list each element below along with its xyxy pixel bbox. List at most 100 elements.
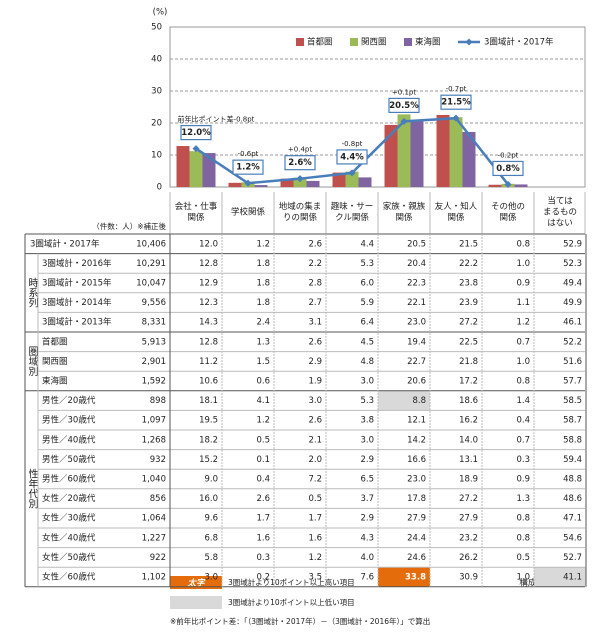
cell-value: 1.2	[516, 318, 530, 328]
group-label: 時系列	[26, 278, 38, 309]
cell-value: 16.2	[459, 416, 478, 426]
cell-value: 8.8	[412, 396, 426, 406]
group-label: 圏域別	[26, 346, 38, 377]
bar	[358, 177, 372, 187]
legend-swatch	[296, 38, 304, 46]
cell-value: 3.0	[360, 435, 374, 445]
cell-value: 23.0	[407, 475, 426, 485]
cell-value: 1.7	[308, 514, 322, 524]
cell-value: 0.4	[256, 475, 270, 485]
bar	[436, 115, 450, 187]
cell-value: 10.6	[199, 377, 218, 387]
annotation: -0.8pt	[342, 140, 363, 148]
row-label: 首都圏	[42, 336, 68, 347]
cell-value: 0.5	[308, 494, 322, 504]
cell-value: 2.6	[308, 337, 322, 347]
cell-value: 24.4	[407, 533, 426, 543]
cell-value: 1.8	[256, 279, 270, 289]
cell-value: 1.2	[256, 239, 270, 249]
low-text: 3圏域計より10ポイント以上低い項目	[228, 597, 355, 607]
cell-value: 58.8	[563, 435, 582, 445]
row-count: 10,047	[136, 279, 166, 289]
cell-value: 0.3	[516, 455, 530, 465]
cell-value: 18.9	[459, 475, 478, 485]
cell-value: 14.3	[199, 318, 218, 328]
cell-value: 2.2	[308, 259, 322, 269]
value-label: 20.5%	[389, 101, 419, 111]
cell-value: 3.1	[308, 318, 322, 328]
cell-value: 0.3	[256, 553, 270, 563]
legend-box	[290, 33, 580, 50]
value-label-box	[336, 149, 368, 165]
y-tick-label: 10	[151, 151, 162, 161]
cell-value: 0.1	[256, 455, 270, 465]
cell-value: 0.6	[256, 377, 270, 387]
cell-value: 23.2	[459, 533, 478, 543]
footnote: ※前年比ポイント差：「（3圏域計・2017年）－（3圏域計・2016年）」で算出	[170, 616, 430, 626]
y-tick-label: 0	[157, 183, 162, 193]
bar	[397, 114, 411, 187]
value-label: 4.4%	[340, 152, 364, 162]
cell-value: 14.0	[459, 435, 478, 445]
row-count: 1,097	[142, 416, 166, 426]
cell-value: 52.2	[563, 337, 582, 347]
cell-value: 59.4	[563, 455, 582, 465]
bar	[410, 121, 424, 187]
y-tick-label: 50	[151, 23, 162, 33]
value-label: 0.8%	[496, 164, 520, 174]
cell-value: 0.8	[516, 239, 530, 249]
cell-value: 2.7	[308, 298, 322, 308]
cell-value: 1.6	[256, 533, 270, 543]
cell-value: 1.4	[516, 396, 530, 406]
cell-value: 17.2	[459, 377, 478, 387]
cell-value: 27.9	[459, 514, 478, 524]
column-header: 当ては	[547, 196, 573, 207]
column-header: はない	[547, 219, 573, 229]
cell-value: 22.2	[459, 259, 478, 269]
column-header: 関係	[499, 213, 517, 223]
cell-value: 1.0	[516, 357, 530, 367]
legend-label: 3圏域計・2017年	[484, 37, 554, 48]
cell-value: 12.1	[407, 416, 426, 426]
cell-value: 58.7	[563, 416, 582, 426]
cell-value: 2.6	[256, 494, 270, 504]
cell-value: 48.6	[563, 494, 582, 504]
cell-value: 57.7	[563, 377, 582, 387]
cell-value: 1.8	[256, 259, 270, 269]
cell-value: 23.9	[459, 298, 478, 308]
cell-value: 1.3	[256, 337, 270, 347]
cell-value: 3.7	[360, 494, 374, 504]
annotation: -0.6pt	[238, 150, 259, 158]
row-count: 1,040	[142, 475, 166, 485]
legend-swatch	[404, 38, 412, 46]
cell-value: 18.2	[199, 435, 218, 445]
bar	[449, 117, 463, 187]
column-header: 関係	[447, 213, 465, 223]
row-count: 1,268	[142, 435, 166, 445]
cell-value: 4.8	[360, 357, 374, 367]
row-label: 3圏域計・2014年	[42, 297, 112, 308]
row-label: 男性／20歳代	[42, 395, 96, 406]
cell-value: 7.6	[360, 573, 374, 583]
cell-value: 0.8	[516, 514, 530, 524]
column-header: 友人・知人	[435, 201, 478, 212]
column-header: 学校関係	[231, 207, 266, 218]
cell-value: 49.9	[563, 298, 582, 308]
cell-value: 30.9	[459, 573, 478, 583]
cell-value: 2.9	[308, 357, 322, 367]
value-label-box	[440, 94, 472, 110]
bar	[228, 182, 242, 187]
cell-value: 1.0	[516, 573, 530, 583]
cell-value: 0.7	[516, 435, 530, 445]
high-text: 3圏域計より10ポイント以上高い項目	[228, 577, 355, 587]
cell-value: 1.1	[516, 298, 530, 308]
cell-value: 22.1	[407, 298, 426, 308]
cell-value: 9.6	[204, 514, 218, 524]
cell-value: 22.7	[407, 357, 426, 367]
cell-value: 2.9	[360, 514, 374, 524]
bar	[462, 131, 476, 187]
cell-value: 3.5	[308, 573, 322, 583]
line-marker	[400, 117, 408, 125]
low-cell	[378, 390, 430, 411]
cell-value: 46.1	[563, 318, 582, 328]
